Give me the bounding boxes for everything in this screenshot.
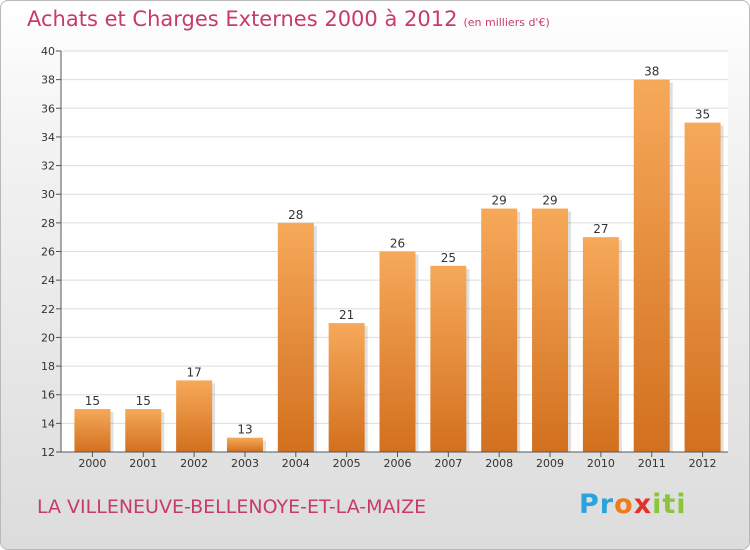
- proxiti-logo: Proxiti: [579, 489, 687, 520]
- y-tick-label: 36: [41, 102, 55, 115]
- chart-title: Achats et Charges Externes 2000 à 2012 (e…: [27, 7, 550, 31]
- data-label: 29: [542, 194, 557, 208]
- data-label: 25: [441, 251, 456, 265]
- data-label: 17: [186, 365, 201, 379]
- x-tick-label: 2002: [180, 457, 208, 470]
- bar-2000: [74, 409, 111, 452]
- data-label: 38: [644, 65, 659, 79]
- data-label: 15: [136, 394, 151, 408]
- logo-letter: P: [579, 489, 600, 520]
- x-tick-label: 2003: [231, 457, 259, 470]
- y-tick-label: 20: [41, 331, 55, 344]
- data-label: 26: [390, 237, 405, 251]
- bar-2005: [328, 323, 365, 452]
- bar-2010: [582, 237, 619, 452]
- x-tick-label: 2005: [333, 457, 361, 470]
- x-tick-label: 2008: [485, 457, 513, 470]
- x-tick-label: 2009: [536, 457, 564, 470]
- chart-title-text: Achats et Charges Externes 2000 à 2012: [27, 7, 458, 31]
- y-tick-label: 24: [41, 274, 55, 287]
- bar-2011: [633, 79, 670, 453]
- logo-letter: x: [633, 489, 653, 520]
- bar-2012: [684, 122, 721, 452]
- data-label: 13: [237, 423, 252, 437]
- bar-2002: [176, 380, 213, 452]
- y-tick-label: 16: [41, 389, 55, 402]
- y-tick-label: 18: [41, 360, 55, 373]
- location-name: LA VILLENEUVE-BELLENOYE-ET-LA-MAIZE: [37, 496, 427, 518]
- y-tick-label: 28: [41, 217, 55, 230]
- y-tick-label: 32: [41, 160, 55, 173]
- bar-2009: [532, 208, 569, 452]
- data-label: 15: [85, 394, 100, 408]
- bar-2003: [226, 437, 263, 452]
- y-tick-label: 38: [41, 74, 55, 87]
- x-tick-label: 2012: [689, 457, 717, 470]
- chart-subtitle: (en milliers d'€): [463, 16, 550, 29]
- y-tick-label: 22: [41, 303, 55, 316]
- y-tick-label: 12: [41, 446, 55, 459]
- bar-2008: [481, 208, 518, 452]
- data-label: 35: [695, 108, 710, 122]
- bar-2006: [379, 251, 416, 452]
- data-label: 28: [288, 208, 303, 222]
- data-label: 27: [593, 222, 608, 236]
- x-tick-label: 2010: [587, 457, 615, 470]
- bar-2001: [125, 409, 162, 452]
- logo-letter: o: [614, 489, 634, 520]
- data-label: 29: [492, 194, 507, 208]
- y-tick-label: 40: [41, 45, 55, 58]
- logo-letter: r: [599, 489, 615, 520]
- y-tick-label: 34: [41, 131, 55, 144]
- logo-letter: t: [662, 489, 677, 520]
- x-tick-label: 2000: [78, 457, 106, 470]
- x-tick-label: 2001: [129, 457, 157, 470]
- bar-2007: [430, 265, 467, 452]
- logo-letter: i: [652, 489, 663, 520]
- x-tick-label: 2006: [384, 457, 412, 470]
- x-tick-label: 2011: [638, 457, 666, 470]
- y-tick-label: 30: [41, 188, 55, 201]
- y-tick-label: 26: [41, 246, 55, 259]
- x-tick-label: 2004: [282, 457, 310, 470]
- y-tick-label: 14: [41, 417, 55, 430]
- data-label: 21: [339, 308, 354, 322]
- x-tick-label: 2007: [434, 457, 462, 470]
- bar-2004: [277, 222, 314, 452]
- logo-letter: i: [676, 489, 687, 520]
